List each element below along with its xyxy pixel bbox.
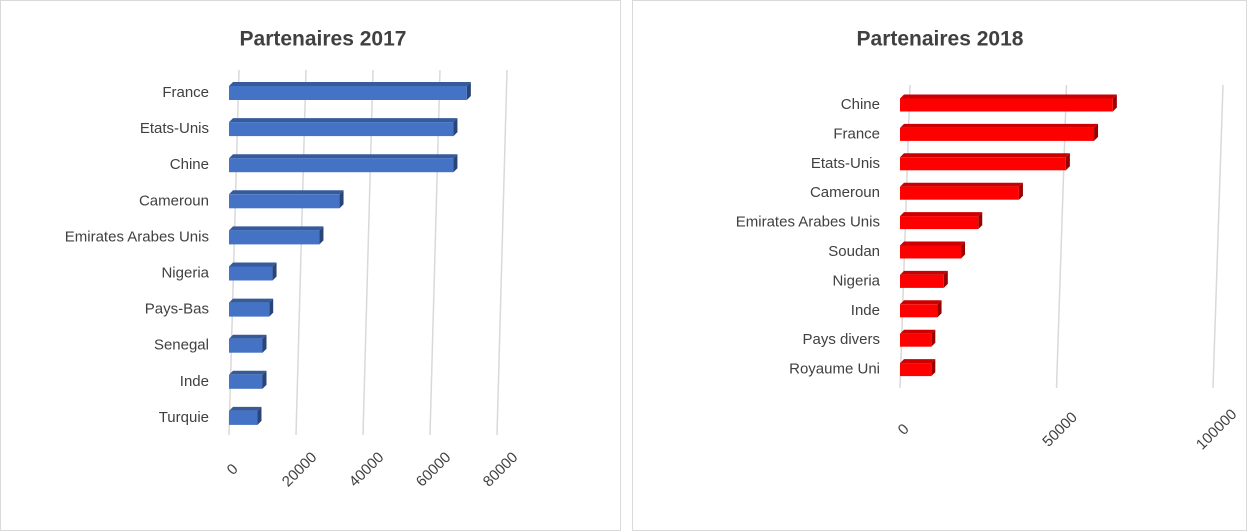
bar-top — [229, 190, 344, 195]
y-tick-label: Cameroun — [139, 192, 209, 209]
bar — [900, 274, 944, 288]
bar-top — [229, 406, 262, 411]
bar-side — [257, 406, 262, 425]
y-tick-label: Nigeria — [832, 272, 880, 289]
bar — [229, 86, 467, 100]
y-tick-label: Etats-Unis — [140, 120, 209, 137]
y-tick-label: Inde — [851, 302, 880, 319]
bar-side — [1018, 182, 1023, 200]
bar-side — [943, 270, 948, 288]
bar — [229, 410, 258, 425]
bar-top — [229, 118, 458, 123]
bar-top — [229, 226, 324, 231]
bar-side — [319, 226, 324, 245]
bar-top — [900, 123, 1099, 128]
bar-top — [229, 334, 267, 339]
bar-side — [978, 212, 983, 230]
y-tick-label: Soudan — [828, 243, 880, 260]
y-tick-label: Inde — [180, 373, 209, 390]
bar-top — [229, 262, 277, 267]
bar-top — [900, 329, 936, 334]
y-tick-label: Emirates Arabes Unis — [736, 214, 880, 231]
grid-line — [1212, 84, 1224, 389]
chart-title: Partenaires 2018 — [857, 28, 1024, 51]
y-tick-label: Senegal — [154, 337, 209, 354]
bar-side — [262, 370, 267, 389]
bar — [229, 374, 263, 389]
bar-side — [453, 154, 458, 173]
panel-right — [632, 0, 1247, 531]
bar-side — [262, 334, 267, 353]
bar — [229, 266, 273, 281]
bar-side — [937, 300, 942, 318]
bar-top — [900, 359, 936, 364]
bar-top — [229, 298, 274, 303]
bar-top — [900, 300, 942, 305]
bar-top — [900, 212, 983, 217]
bar-top — [900, 270, 948, 275]
bar-side — [269, 298, 274, 317]
bar-top — [900, 241, 966, 246]
y-tick-label: Turquie — [159, 409, 209, 426]
y-tick-label: Cameroun — [810, 184, 880, 201]
bar-top — [900, 153, 1070, 158]
bar — [229, 302, 270, 317]
bar-top — [229, 82, 471, 86]
bar — [900, 98, 1113, 112]
bar — [229, 338, 263, 353]
y-tick-label: Emirates Arabes Unis — [65, 228, 209, 245]
y-tick-label: Chine — [170, 156, 209, 173]
bar — [229, 194, 340, 209]
y-tick-label: Pays divers — [802, 331, 880, 348]
bar-top — [229, 154, 458, 159]
bar-side — [961, 241, 966, 259]
y-tick-label: Chine — [841, 96, 880, 113]
y-tick-label: Pays-Bas — [145, 301, 209, 318]
bar-side — [272, 262, 277, 281]
bar — [900, 333, 932, 347]
bar-side — [339, 190, 344, 209]
bar-side — [466, 82, 471, 100]
y-tick-label: Etats-Unis — [811, 155, 880, 172]
y-tick-label: Royaume Uni — [789, 361, 880, 378]
bar — [900, 186, 1019, 200]
y-tick-label: Nigeria — [161, 264, 209, 281]
bar-side — [1065, 153, 1070, 171]
bar — [229, 230, 320, 245]
y-tick-label: France — [833, 125, 880, 142]
bar — [900, 304, 938, 318]
bar — [229, 122, 454, 137]
bar — [900, 363, 932, 377]
bar-top — [229, 370, 267, 375]
bar-top — [900, 94, 1117, 99]
panel-left — [0, 0, 621, 531]
y-tick-label: France — [162, 84, 209, 101]
bar-side — [453, 118, 458, 137]
bar-side — [931, 329, 936, 347]
bar — [900, 216, 979, 230]
bar-top — [900, 182, 1023, 187]
grid-line — [496, 69, 508, 436]
bar — [900, 245, 962, 259]
chart-title: Partenaires 2017 — [240, 28, 407, 51]
bar — [900, 157, 1066, 171]
bar-side — [1094, 123, 1099, 141]
bar — [229, 158, 454, 173]
bar-side — [1112, 94, 1117, 112]
bar — [900, 127, 1095, 141]
bar-side — [931, 359, 936, 377]
